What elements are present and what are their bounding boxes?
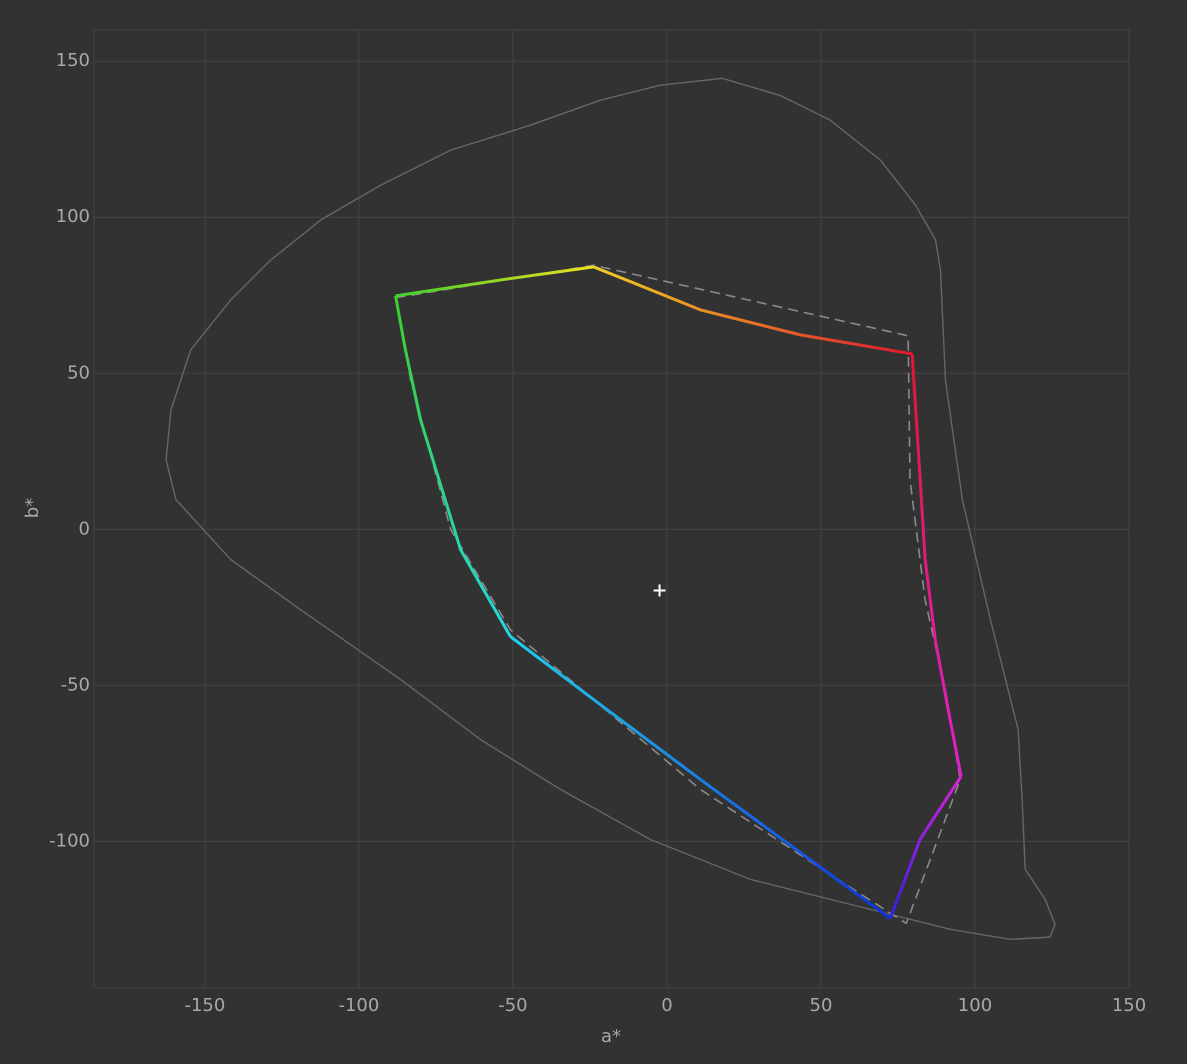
x-tick-label: 50 <box>810 995 833 1016</box>
gamut-edge <box>394 295 512 638</box>
reference-gamut <box>394 264 961 925</box>
y-tick-label: 0 <box>79 518 90 539</box>
gamut-edge <box>509 635 892 920</box>
x-tick-label: -150 <box>184 995 225 1016</box>
y-tick-label: 150 <box>56 50 90 71</box>
gamut-edge <box>888 775 963 919</box>
y-tick-label: 100 <box>56 206 90 227</box>
spectral-locus <box>165 77 1056 941</box>
y-tick-label: 50 <box>67 362 90 383</box>
x-tick-label: -50 <box>498 995 527 1016</box>
white-point <box>653 584 666 597</box>
y-tick-label: -100 <box>49 830 90 851</box>
x-axis-label: a* <box>601 1026 621 1047</box>
x-tick-label: 100 <box>958 995 992 1016</box>
x-tick-label: -100 <box>338 995 379 1016</box>
y-axis-label: b* <box>22 498 43 518</box>
gamut-edge <box>395 265 594 298</box>
plot-frame <box>93 29 1130 989</box>
x-tick-label: 0 <box>661 995 672 1016</box>
gamut-edge <box>593 265 913 356</box>
x-tick-label: 150 <box>1112 995 1146 1016</box>
gamut-edge <box>910 353 963 777</box>
y-tick-label: -50 <box>61 674 90 695</box>
